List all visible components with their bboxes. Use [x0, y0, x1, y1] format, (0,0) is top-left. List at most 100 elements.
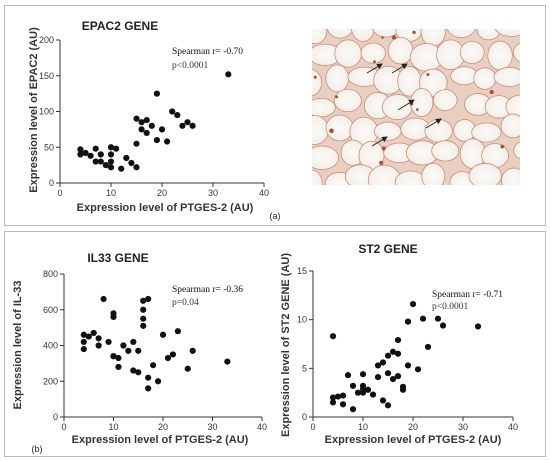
stained-nucleus	[329, 128, 334, 134]
data-point	[143, 129, 150, 137]
data-point	[87, 152, 94, 159]
spearman-annotation: Spearman r= -0.71	[432, 290, 503, 300]
data-point	[140, 306, 147, 313]
data-point	[189, 347, 196, 354]
y-tick-label: 0	[49, 178, 54, 188]
data-point	[95, 335, 102, 342]
data-point	[125, 347, 132, 354]
fat-cell	[373, 121, 402, 141]
data-point	[439, 322, 447, 329]
data-point	[184, 119, 191, 126]
fat-cell	[513, 42, 520, 63]
data-point	[224, 358, 231, 365]
fat-cell	[500, 113, 520, 139]
x-tick-label: 0	[61, 422, 66, 432]
y-tick-label: 15	[297, 266, 307, 276]
data-point	[344, 372, 352, 379]
data-point	[153, 137, 160, 144]
data-point	[107, 164, 115, 171]
data-point	[80, 331, 87, 338]
fat-cell	[327, 29, 354, 39]
chart-epac2: EPAC2 GENE 0 10 20 30 40 0 50 100 150 200 Express…	[28, 19, 269, 214]
data-point	[138, 119, 145, 126]
x-tick-label: 30	[208, 188, 218, 198]
fat-cell	[513, 141, 520, 160]
x-tick-label: 10	[108, 422, 118, 432]
y-tick-label: 800	[43, 269, 58, 279]
stained-nucleus	[391, 35, 397, 40]
stained-nucleus	[379, 160, 384, 165]
y-tick-label: 400	[43, 341, 58, 351]
stained-nucleus	[426, 73, 430, 77]
panel-label-a: (a)	[270, 211, 281, 221]
data-point	[394, 337, 402, 344]
data-point	[364, 386, 372, 393]
data-point	[359, 371, 367, 378]
fat-cell	[312, 169, 323, 185]
y-tick-label: 200	[43, 376, 58, 386]
x-axis-label: Expression level of PTGES-2 (AU)	[72, 434, 249, 446]
data-point	[140, 315, 147, 322]
y-axis-label: Expression level of ST2 GENE (AU)	[280, 253, 292, 437]
stained-nucleus	[373, 60, 376, 64]
fat-cell	[501, 167, 520, 185]
fat-cell	[312, 97, 336, 118]
data-point	[128, 159, 135, 167]
x-axis-label: Expression level of PTGES-2 (AU)	[325, 434, 502, 446]
data-point	[113, 145, 120, 152]
fat-cell	[424, 119, 453, 143]
y-axis-label: Expression level of IL-33	[12, 281, 24, 410]
data-point	[120, 342, 127, 349]
fat-cell	[312, 68, 323, 97]
data-point	[174, 328, 181, 335]
chart-title: IL33 GENE	[87, 251, 148, 265]
y-tick-label: 10	[297, 315, 307, 325]
data-point	[169, 108, 176, 115]
data-point	[107, 158, 115, 165]
x-tick-label: 0	[57, 188, 62, 198]
data-point	[133, 140, 140, 147]
data-point	[394, 373, 402, 380]
data-point	[140, 297, 147, 304]
arrow-icon	[425, 118, 442, 129]
y-tick-label: 5	[302, 363, 307, 373]
spearman-annotation: Spearman r= -0.70	[172, 47, 243, 57]
data-point	[158, 126, 166, 133]
data-point	[394, 350, 402, 357]
data-point	[153, 90, 160, 97]
data-point	[82, 149, 89, 157]
chart-st2: ST2 GENE 0 10 20 30 40 0 5 10 15 Expression leve…	[280, 242, 518, 446]
fat-cell	[387, 36, 414, 65]
data-point	[138, 126, 145, 133]
p-value-annotation: p=0.04	[172, 298, 199, 308]
data-point	[135, 369, 142, 376]
chart-title: EPAC2 GENE	[82, 19, 158, 33]
panel-b-frame	[4, 231, 546, 457]
data-point	[174, 111, 181, 119]
data-point	[97, 151, 104, 158]
data-point	[85, 333, 92, 340]
data-point	[100, 295, 107, 303]
arrow-icon	[371, 136, 388, 147]
x-tick-label: 40	[257, 422, 267, 432]
arrow-icon	[397, 99, 415, 111]
x-tick-label: 0	[310, 422, 315, 432]
data-point	[374, 373, 382, 381]
data-point	[329, 333, 337, 340]
y-tick-label: 0	[53, 412, 58, 422]
data-point	[184, 365, 191, 372]
fat-cell	[350, 29, 375, 42]
stained-nucleus	[412, 30, 416, 35]
data-point	[374, 362, 382, 369]
data-point	[148, 122, 155, 129]
data-point	[77, 151, 84, 158]
data-point	[159, 331, 167, 338]
data-point	[329, 394, 337, 401]
data-point	[389, 375, 397, 383]
fat-cell	[381, 94, 413, 120]
data-point	[115, 363, 122, 371]
data-point	[145, 374, 152, 381]
data-point	[130, 367, 137, 374]
